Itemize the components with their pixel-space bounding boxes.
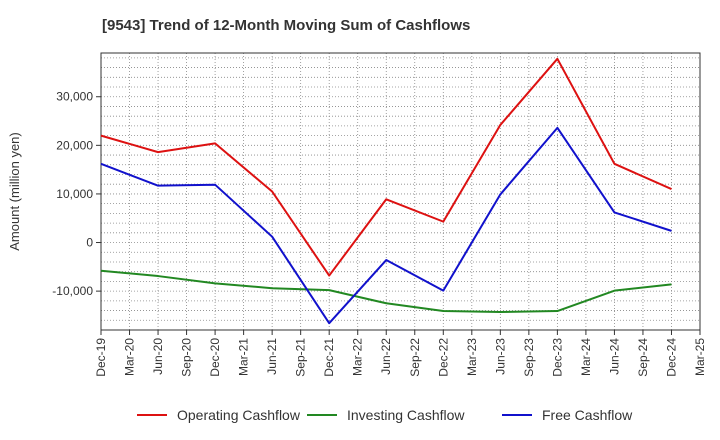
plot-area xyxy=(100,52,701,331)
y-axis-label: Amount (million yen) xyxy=(7,132,22,251)
legend-label-operating-cashflow: Operating Cashflow xyxy=(177,407,301,423)
x-tick-label: Sep-22 xyxy=(408,338,422,377)
chart-title: [9543] Trend of 12-Month Moving Sum of C… xyxy=(102,17,470,34)
legend-label-investing-cashflow: Investing Cashflow xyxy=(347,407,465,423)
y-tick-label: 10,000 xyxy=(56,187,93,201)
y-tick-label: 0 xyxy=(86,236,93,250)
x-axis: Dec-19 Mar-20 Jun-20 Sep-20 Dec-20 Mar-21 Jun-… xyxy=(94,330,707,377)
grid xyxy=(101,53,700,331)
x-tick-label: Jun-20 xyxy=(151,338,165,375)
y-axis: -10,000 0 10,000 20,000 30,000 xyxy=(52,90,101,298)
legend-label-free-cashflow: Free Cashflow xyxy=(542,407,633,423)
x-tick-label: Jun-22 xyxy=(379,338,393,375)
operating-cashflow-line xyxy=(100,57,672,277)
x-tick-label: Dec-19 xyxy=(94,338,108,377)
x-tick-label: Dec-21 xyxy=(322,338,336,377)
x-tick-label: Jun-24 xyxy=(607,338,621,375)
x-tick-label: Mar-20 xyxy=(123,338,137,376)
x-tick-label: Mar-21 xyxy=(237,338,251,376)
free-cashflow-line xyxy=(100,126,672,325)
x-tick-label: Mar-25 xyxy=(693,338,707,376)
investing-cashflow-line xyxy=(100,269,672,314)
x-tick-label: Sep-21 xyxy=(294,338,308,377)
x-tick-label: Sep-24 xyxy=(636,338,650,377)
x-tick-label: Mar-22 xyxy=(351,338,365,376)
x-tick-label: Jun-21 xyxy=(265,338,279,375)
legend: Operating Cashflow Investing Cashflow Free… xyxy=(137,407,633,423)
x-tick-label: Sep-20 xyxy=(180,338,194,377)
x-tick-label: Dec-22 xyxy=(436,338,450,377)
x-tick-label: Dec-20 xyxy=(208,338,222,377)
x-tick-label: Jun-23 xyxy=(493,338,507,375)
y-tick-label: -10,000 xyxy=(52,284,93,298)
y-tick-label: 30,000 xyxy=(56,90,93,104)
x-tick-label: Dec-23 xyxy=(550,338,564,377)
x-tick-label: Dec-24 xyxy=(664,338,678,377)
x-tick-label: Mar-24 xyxy=(579,338,593,376)
series-lines xyxy=(100,57,672,325)
y-tick-label: 20,000 xyxy=(56,138,93,152)
x-tick-label: Mar-23 xyxy=(465,338,479,376)
x-tick-label: Sep-23 xyxy=(522,338,536,377)
